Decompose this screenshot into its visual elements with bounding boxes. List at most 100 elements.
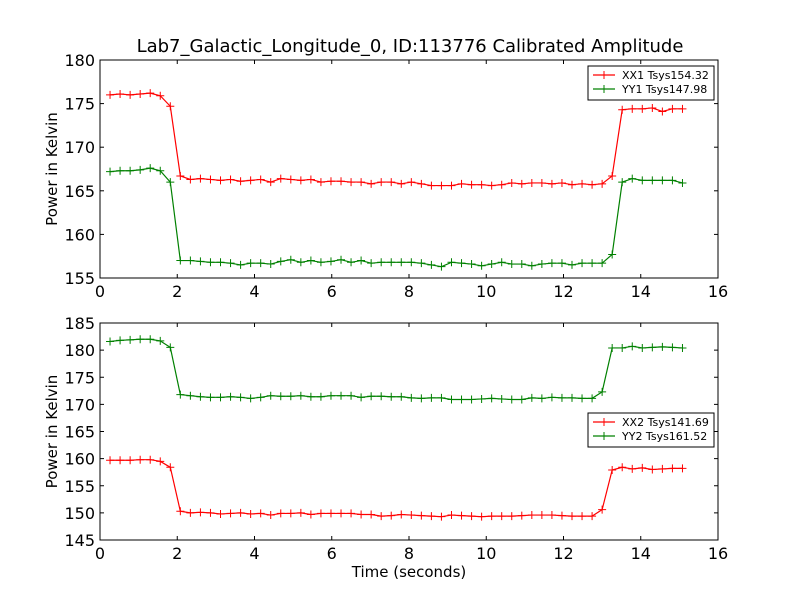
x-tick-label: 10 bbox=[476, 282, 496, 301]
data-point bbox=[347, 258, 356, 267]
data-point bbox=[387, 392, 396, 401]
data-point bbox=[447, 511, 456, 520]
data-point bbox=[527, 511, 536, 520]
series-line bbox=[109, 92, 683, 187]
data-point bbox=[638, 343, 647, 352]
data-point bbox=[377, 178, 386, 187]
data-point bbox=[527, 393, 536, 402]
data-point bbox=[126, 90, 135, 99]
x-tick-label: 4 bbox=[249, 282, 259, 301]
data-point bbox=[347, 178, 356, 187]
data-point bbox=[557, 511, 566, 520]
data-point bbox=[357, 256, 366, 265]
data-point bbox=[437, 181, 446, 190]
data-point bbox=[678, 343, 687, 352]
data-point bbox=[467, 260, 476, 269]
y-tick-label: 165 bbox=[64, 182, 95, 201]
data-point bbox=[256, 259, 265, 268]
data-point bbox=[106, 90, 115, 99]
data-point bbox=[266, 178, 275, 187]
data-point bbox=[206, 175, 215, 184]
data-point bbox=[487, 260, 496, 269]
data-point bbox=[678, 178, 687, 187]
data-point bbox=[467, 512, 476, 521]
data-point bbox=[658, 342, 667, 351]
y-tick-label: 175 bbox=[64, 368, 95, 387]
y-tick-label: 160 bbox=[64, 225, 95, 244]
legend-marker bbox=[600, 432, 608, 440]
series-line bbox=[109, 338, 683, 401]
data-point bbox=[437, 393, 446, 402]
data-point bbox=[216, 509, 225, 518]
data-point bbox=[567, 512, 576, 521]
data-point bbox=[547, 259, 556, 268]
data-point bbox=[407, 393, 416, 402]
data-point bbox=[477, 180, 486, 189]
data-point bbox=[387, 511, 396, 520]
data-point bbox=[276, 257, 285, 266]
data-point bbox=[216, 258, 225, 267]
data-point bbox=[578, 512, 587, 521]
data-point bbox=[377, 512, 386, 521]
x-tick-label: 16 bbox=[708, 544, 728, 563]
data-point bbox=[497, 512, 506, 521]
data-point bbox=[588, 512, 597, 521]
data-point bbox=[216, 393, 225, 402]
data-point bbox=[156, 336, 165, 345]
y-tick-label: 155 bbox=[64, 269, 95, 288]
data-point bbox=[447, 181, 456, 190]
data-point bbox=[648, 465, 657, 474]
data-point bbox=[326, 257, 335, 266]
data-point bbox=[467, 395, 476, 404]
data-point bbox=[427, 393, 436, 402]
data-point bbox=[608, 171, 617, 180]
data-point bbox=[447, 258, 456, 267]
data-point bbox=[648, 176, 657, 185]
data-point bbox=[668, 343, 677, 352]
data-point bbox=[537, 511, 546, 520]
data-point bbox=[618, 178, 627, 187]
x-tick-label: 8 bbox=[404, 282, 414, 301]
x-tick-label: 12 bbox=[553, 544, 573, 563]
x-tick-label: 2 bbox=[172, 544, 182, 563]
data-point bbox=[166, 343, 175, 352]
data-point bbox=[266, 391, 275, 400]
data-point bbox=[316, 509, 325, 518]
data-point bbox=[447, 395, 456, 404]
data-point bbox=[457, 511, 466, 520]
x-tick-label: 2 bbox=[172, 282, 182, 301]
data-point bbox=[608, 250, 617, 259]
data-point bbox=[547, 393, 556, 402]
x-tick-label: 4 bbox=[249, 544, 259, 563]
y-tick-label: 165 bbox=[64, 423, 95, 442]
data-point bbox=[216, 176, 225, 185]
data-point bbox=[146, 89, 155, 98]
data-point bbox=[638, 463, 647, 472]
data-point bbox=[136, 455, 145, 464]
data-point bbox=[517, 395, 526, 404]
data-point bbox=[196, 508, 205, 517]
data-point bbox=[427, 260, 436, 269]
data-point bbox=[166, 463, 175, 472]
plot-frame bbox=[99, 322, 719, 541]
data-point bbox=[206, 508, 215, 517]
series-line bbox=[110, 459, 683, 518]
data-point bbox=[578, 394, 587, 403]
legend-box bbox=[587, 65, 715, 101]
data-point bbox=[507, 512, 516, 521]
data-point bbox=[326, 391, 335, 400]
data-point bbox=[236, 260, 245, 269]
data-point bbox=[578, 259, 587, 268]
data-point bbox=[588, 180, 597, 189]
data-point bbox=[387, 178, 396, 187]
data-point bbox=[236, 508, 245, 517]
data-point bbox=[487, 394, 496, 403]
y-tick-label: 155 bbox=[64, 477, 95, 496]
data-point bbox=[337, 391, 346, 400]
data-point bbox=[628, 104, 637, 113]
data-point bbox=[397, 179, 406, 188]
data-point bbox=[497, 394, 506, 403]
data-point bbox=[557, 393, 566, 402]
data-point bbox=[477, 394, 486, 403]
